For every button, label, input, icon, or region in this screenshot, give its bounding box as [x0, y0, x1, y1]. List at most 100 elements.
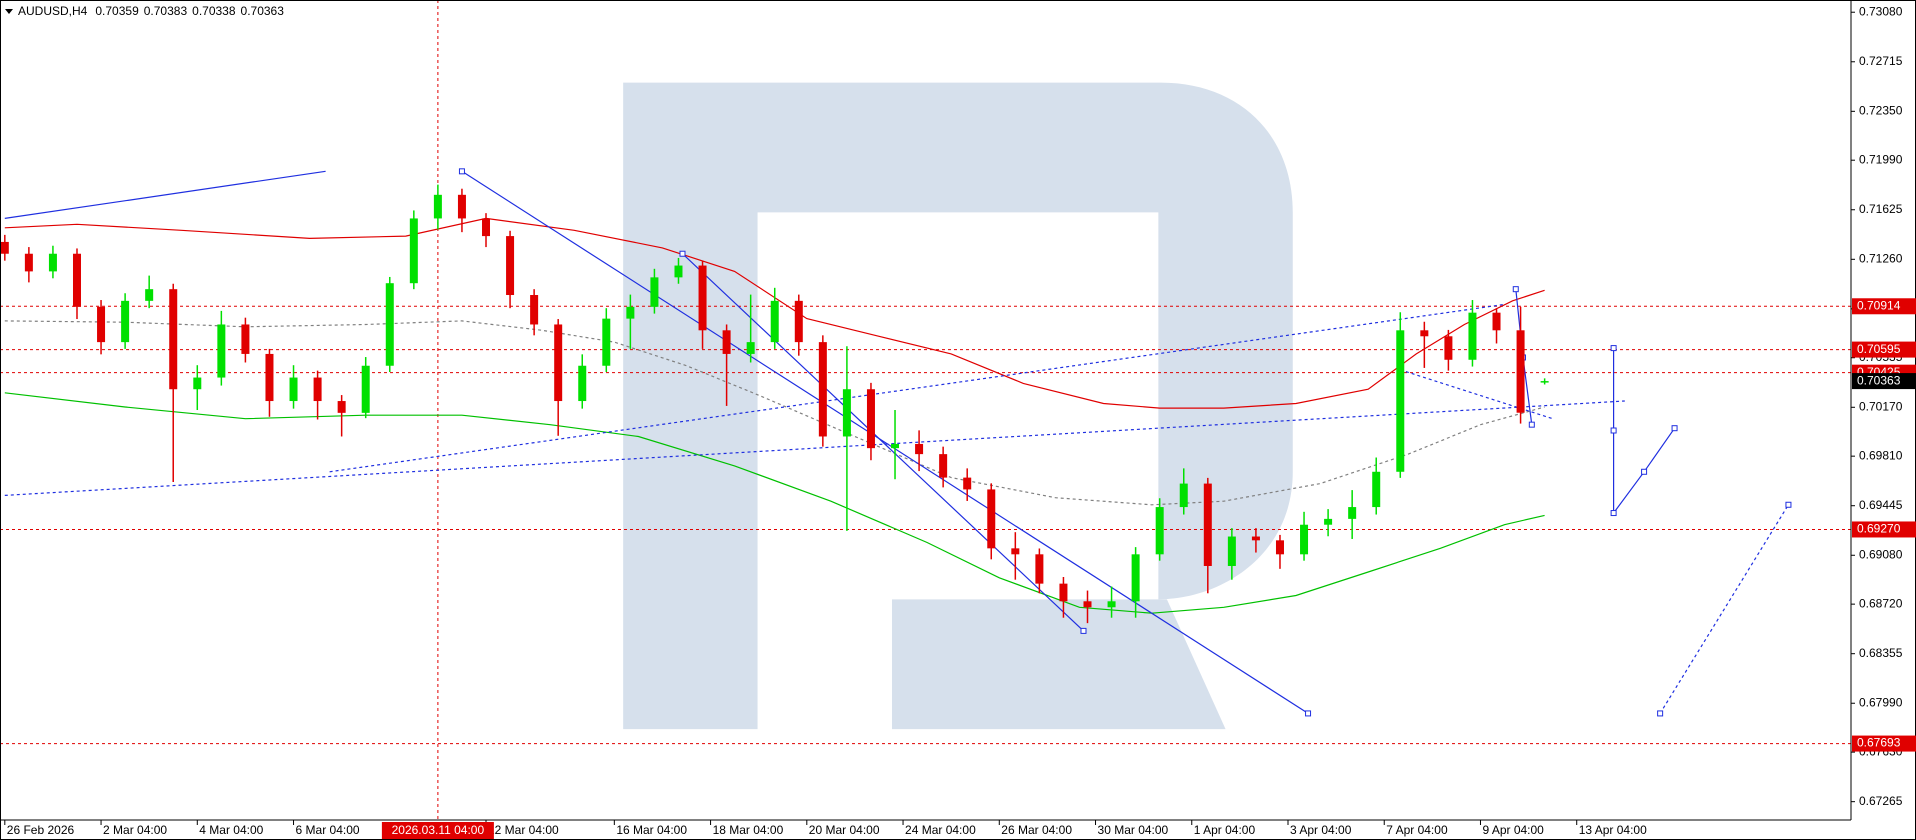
candle-body [0, 241, 9, 254]
level-label: 0.67693 [1857, 736, 1901, 750]
candle-body [1011, 548, 1020, 555]
line-handle [1785, 501, 1792, 508]
level-label-box [1852, 298, 1916, 315]
overlay-line [1659, 504, 1789, 714]
candle-body [1492, 312, 1501, 331]
x-tick-label: 26 Mar 04:00 [1001, 823, 1072, 837]
overlay-layer [0, 0, 1851, 820]
level-label: 0.70595 [1857, 342, 1901, 356]
candle-body [578, 365, 587, 402]
candle-body [385, 283, 394, 366]
x-tick-label: 6 Mar 04:00 [296, 823, 360, 837]
candle-body [1227, 536, 1236, 566]
candle-body [1396, 330, 1405, 472]
header-low: 0.70338 [192, 4, 236, 18]
candle-body [1420, 330, 1429, 337]
x-tick-label: 20 Mar 04:00 [809, 823, 880, 837]
overlay-line [682, 253, 1084, 632]
candle-body [482, 218, 491, 237]
candle-body [1155, 507, 1164, 555]
candle-body [746, 342, 755, 354]
level-label: 0.69270 [1857, 522, 1901, 536]
y-tick-label: 0.67990 [1859, 695, 1903, 709]
y-tick-label: 0.68720 [1859, 596, 1903, 610]
y-tick-label: 0.71625 [1859, 202, 1903, 216]
candle-body [987, 489, 996, 549]
candle-body [770, 300, 779, 343]
current-price-box [1852, 373, 1916, 390]
candle-body [457, 194, 466, 219]
line-handle [679, 250, 686, 257]
level-label-box [1852, 735, 1916, 752]
line-handle [1610, 427, 1617, 434]
candle-body [169, 289, 178, 390]
candle-body [1107, 601, 1116, 608]
candle-body [866, 389, 875, 449]
line-handle [1641, 468, 1648, 475]
candle-body [1540, 381, 1549, 383]
header-arrow [5, 9, 13, 14]
overlay-line [461, 170, 1309, 714]
y-tick-label: 0.68355 [1859, 646, 1903, 660]
symbol: AUDUSD,H4 [18, 4, 88, 18]
candle-body [506, 236, 515, 296]
candle-body [1300, 524, 1309, 555]
candle-body [915, 443, 924, 455]
overlay-line [4, 320, 1545, 506]
x-tick-label: 3 Apr 04:00 [1290, 823, 1352, 837]
header-text: AUDUSD,H4 0.70359 0.70383 0.70338 0.70363 [18, 4, 284, 18]
y-tick-label: 0.69445 [1859, 498, 1903, 512]
candle-body [1059, 583, 1068, 602]
candle-body [1035, 554, 1044, 584]
y-tick-label: 0.69810 [1859, 448, 1903, 462]
y-tick-label: 0.70170 [1859, 399, 1903, 413]
candle-body [530, 295, 539, 325]
level-label: 0.70914 [1857, 298, 1901, 312]
candle-body [265, 353, 274, 402]
line-handle [1512, 286, 1519, 293]
candle-body [794, 300, 803, 343]
candle-body [1372, 471, 1381, 508]
overlay-line [1405, 371, 1553, 420]
candle-body [1516, 330, 1525, 413]
crosshair-label: 2026.03.11 04:00 [392, 823, 485, 837]
candle-body [121, 300, 130, 343]
candle-layer [0, 184, 1549, 624]
candle-body [674, 265, 683, 278]
y-tick-label: 0.71990 [1859, 152, 1903, 166]
line-handle [1610, 510, 1617, 517]
candle-body [361, 365, 370, 413]
y-tick-label: 0.72715 [1859, 54, 1903, 68]
candle-body [72, 253, 81, 307]
line-handle [1080, 627, 1087, 634]
candle-body [818, 342, 827, 437]
candle-body [722, 330, 731, 354]
header-open: 0.70359 [95, 4, 139, 18]
candle-body [1468, 312, 1477, 360]
watermark-bowl [623, 82, 1293, 730]
x-tick-label: 2 Mar 04:00 [103, 823, 167, 837]
candle-body [1348, 507, 1357, 519]
level-label-box [1852, 521, 1916, 538]
candle-body [48, 253, 57, 272]
candle-body [1251, 536, 1260, 541]
x-tick-label: 4 Mar 04:00 [199, 823, 263, 837]
header: AUDUSD,H4 0.70359 0.70383 0.70338 0.70363 [5, 4, 284, 18]
candle-body [891, 443, 900, 449]
candle-body [289, 377, 298, 402]
overlay-line [4, 170, 326, 219]
candle-body [241, 324, 250, 354]
candle-body [698, 265, 707, 331]
y-tick-label: 0.69080 [1859, 547, 1903, 561]
x-tick-label: 1 Apr 04:00 [1194, 823, 1256, 837]
candle-body [650, 277, 659, 307]
candle-body [626, 306, 635, 319]
overlay-line [4, 217, 1545, 409]
candle-body [433, 194, 442, 219]
candle-body [1444, 336, 1453, 360]
y-tick-label: 0.71260 [1859, 251, 1903, 265]
x-tick-label: 30 Mar 04:00 [1098, 823, 1169, 837]
candle-body [842, 389, 851, 437]
